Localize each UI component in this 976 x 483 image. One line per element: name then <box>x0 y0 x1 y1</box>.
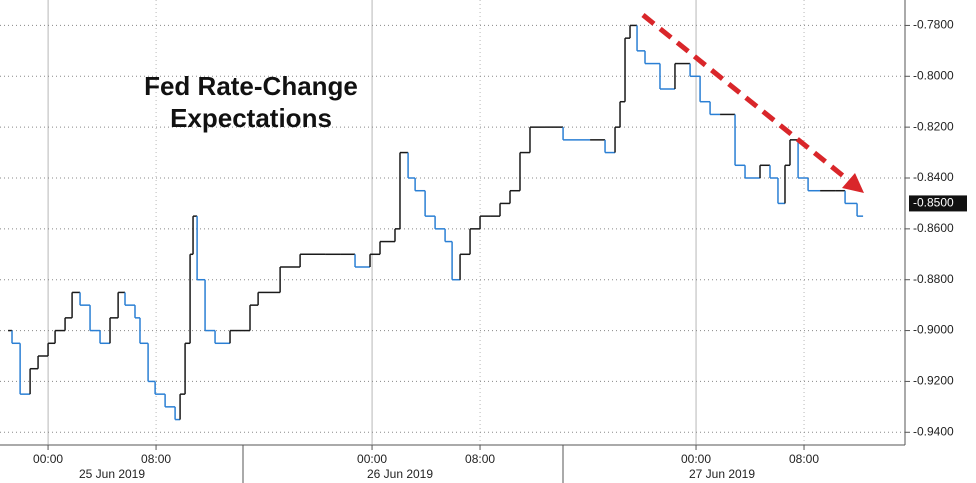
trend-arrow <box>641 13 854 185</box>
y-tick-label: -0.8200 <box>913 119 954 133</box>
last-value-label: -0.8500 <box>913 196 954 210</box>
arrow-head <box>842 173 864 193</box>
plot-area <box>0 0 905 445</box>
x-tick-label: 08:00 <box>465 452 495 466</box>
x-tick-label: 08:00 <box>789 452 819 466</box>
y-tick-label: -0.8400 <box>913 170 954 184</box>
y-tick-label: -0.8800 <box>913 272 954 286</box>
y-tick-label: -0.8000 <box>913 68 954 82</box>
layer: -0.7800 -0.8000 -0.8200 -0.8400 -0.8600 -0.88… <box>0 0 954 481</box>
day-label: 26 Jun 2019 <box>367 467 433 481</box>
last-value-box <box>909 195 967 212</box>
y-tick-label: -0.8600 <box>913 221 954 235</box>
x-tick-label: 00:00 <box>33 452 63 466</box>
day-label: 27 Jun 2019 <box>689 467 755 481</box>
y-tick-label: -0.9200 <box>913 374 954 388</box>
x-tick-label: 00:00 <box>357 452 387 466</box>
y-tick-label: -0.9000 <box>913 323 954 337</box>
y-tick-label: -0.7800 <box>913 18 954 32</box>
day-label: 25 Jun 2019 <box>79 467 145 481</box>
chart-title: Fed Rate-Change Expectations <box>144 71 358 133</box>
y-tick-label: -0.9400 <box>913 424 954 438</box>
x-tick-label: 00:00 <box>681 452 711 466</box>
x-tick-label: 08:00 <box>141 452 171 466</box>
